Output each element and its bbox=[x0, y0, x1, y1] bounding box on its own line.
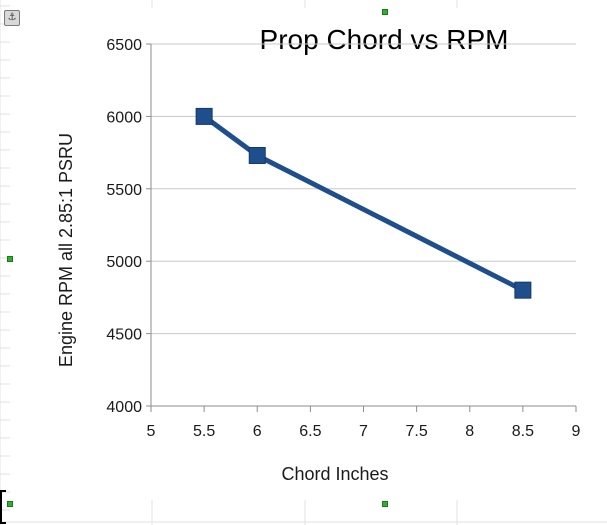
gridlines bbox=[151, 43, 576, 407]
x-tick-label: 5 bbox=[147, 423, 156, 440]
axes bbox=[146, 43, 577, 412]
selection-handle-bottom[interactable] bbox=[382, 501, 388, 507]
data-point-marker[interactable] bbox=[248, 146, 266, 164]
x-tick-label: 8 bbox=[465, 423, 474, 440]
selection-handle-top[interactable] bbox=[382, 9, 388, 15]
x-axis-title: Chord Inches bbox=[281, 464, 388, 484]
x-tick-label: 7.5 bbox=[406, 423, 428, 440]
data-point-marker[interactable] bbox=[514, 281, 532, 299]
tick-labels: 4000 4500 5000 5500 6000 6500 5 5.5 6 6.5 7 7.5 8 8.5… bbox=[106, 37, 580, 440]
x-tick-label: 6.5 bbox=[299, 423, 321, 440]
y-tick-label: 6000 bbox=[106, 109, 142, 126]
x-tick-label: 7 bbox=[359, 423, 368, 440]
cell-cursor bbox=[0, 490, 6, 524]
x-tick-label: 5.5 bbox=[193, 423, 215, 440]
selection-handle-left[interactable] bbox=[7, 256, 13, 262]
y-tick-label: 4500 bbox=[106, 327, 142, 344]
y-tick-label: 6500 bbox=[106, 37, 142, 54]
y-tick-label: 5500 bbox=[106, 182, 142, 199]
chart-area[interactable] bbox=[10, 8, 607, 500]
y-tick-label: 4000 bbox=[106, 399, 142, 416]
selection-handle-bottom-left[interactable] bbox=[7, 501, 13, 507]
anchor-icon[interactable]: ⚓ bbox=[4, 10, 20, 26]
x-tick-label: 6 bbox=[253, 423, 262, 440]
series-layer bbox=[195, 107, 532, 299]
y-tick-label: 5000 bbox=[106, 254, 142, 271]
series-line bbox=[202, 114, 525, 293]
y-axis-title: Engine RPM all 2.85:1 PSRU bbox=[56, 133, 76, 367]
x-tick-label: 9 bbox=[572, 423, 581, 440]
chart-title: Prop Chord vs RPM bbox=[260, 24, 509, 55]
x-tick-label: 8.5 bbox=[512, 423, 534, 440]
data-point-marker[interactable] bbox=[195, 107, 213, 125]
